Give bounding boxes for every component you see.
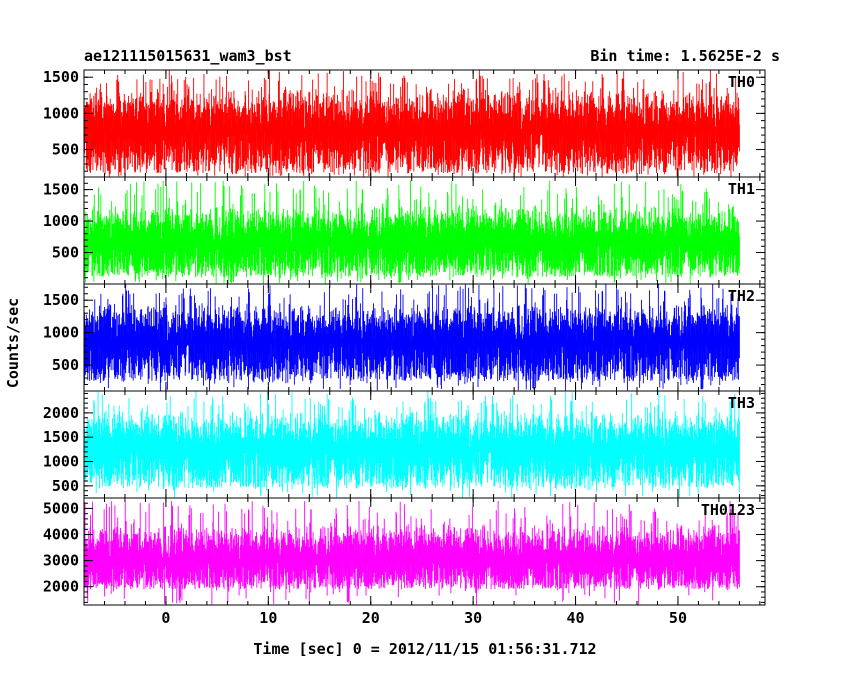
y-axis-label: Counts/sec	[4, 298, 22, 388]
panel-th0: 500 1000 1500 TH0	[43, 68, 765, 177]
panel-label-th1: TH1	[728, 180, 755, 198]
panel-th3: 500 1000 1500 2000 TH3	[43, 391, 765, 498]
y-tick-label: 1500	[43, 428, 79, 446]
x-tick-label: 40	[567, 609, 585, 627]
chart-title: ae121115015631_wam3_bst	[84, 47, 292, 65]
x-axis-label: Time [sec] 0 = 2012/11/15 01:56:31.712	[253, 640, 596, 658]
x-tick-label: 20	[362, 609, 380, 627]
x-tick-label: 10	[259, 609, 277, 627]
x-tick-label: 50	[669, 609, 687, 627]
panel-th2: 500 1000 1500 TH2	[43, 284, 765, 392]
y-tick-label: 2000	[43, 404, 79, 422]
y-tick-label: 1000	[43, 453, 79, 471]
y-tick-label: 500	[52, 477, 79, 495]
series-th0	[84, 70, 740, 177]
y-tick-label: 5000	[43, 499, 79, 517]
x-tick-label: 30	[464, 609, 482, 627]
y-tick-label: 1500	[43, 181, 79, 199]
panel-frame	[83, 497, 766, 606]
bin-time-label: Bin time: 1.5625E-2 s	[590, 47, 780, 65]
y-tick-label: 1000	[43, 324, 79, 342]
y-tick-label: 1000	[43, 104, 79, 122]
y-tick-label: 500	[52, 244, 79, 262]
y-tick-label: 3000	[43, 552, 79, 570]
series-th3	[84, 391, 740, 498]
y-tick-label: 1000	[43, 212, 79, 230]
panel-th0123: 2000 3000 4000 5000 TH0123	[43, 497, 765, 605]
series-th0123	[84, 500, 740, 605]
panel-th1: 500 1000 1500 TH1	[43, 176, 765, 285]
y-tick-label: 4000	[43, 526, 79, 544]
x-tick-label: 0	[161, 609, 170, 627]
y-tick-label: 1500	[43, 68, 79, 86]
y-tick-label: 1500	[43, 291, 79, 309]
panel-label-th3: TH3	[728, 394, 755, 412]
panel-label-th2: TH2	[728, 287, 755, 305]
y-tick-label: 2000	[43, 578, 79, 596]
series-th2	[84, 284, 740, 391]
panel-label-th0123: TH0123	[701, 501, 755, 519]
series-th1	[84, 180, 740, 284]
y-tick-label: 500	[52, 141, 79, 159]
y-tick-label: 500	[52, 356, 79, 374]
panel-label-th0: TH0	[728, 73, 755, 91]
